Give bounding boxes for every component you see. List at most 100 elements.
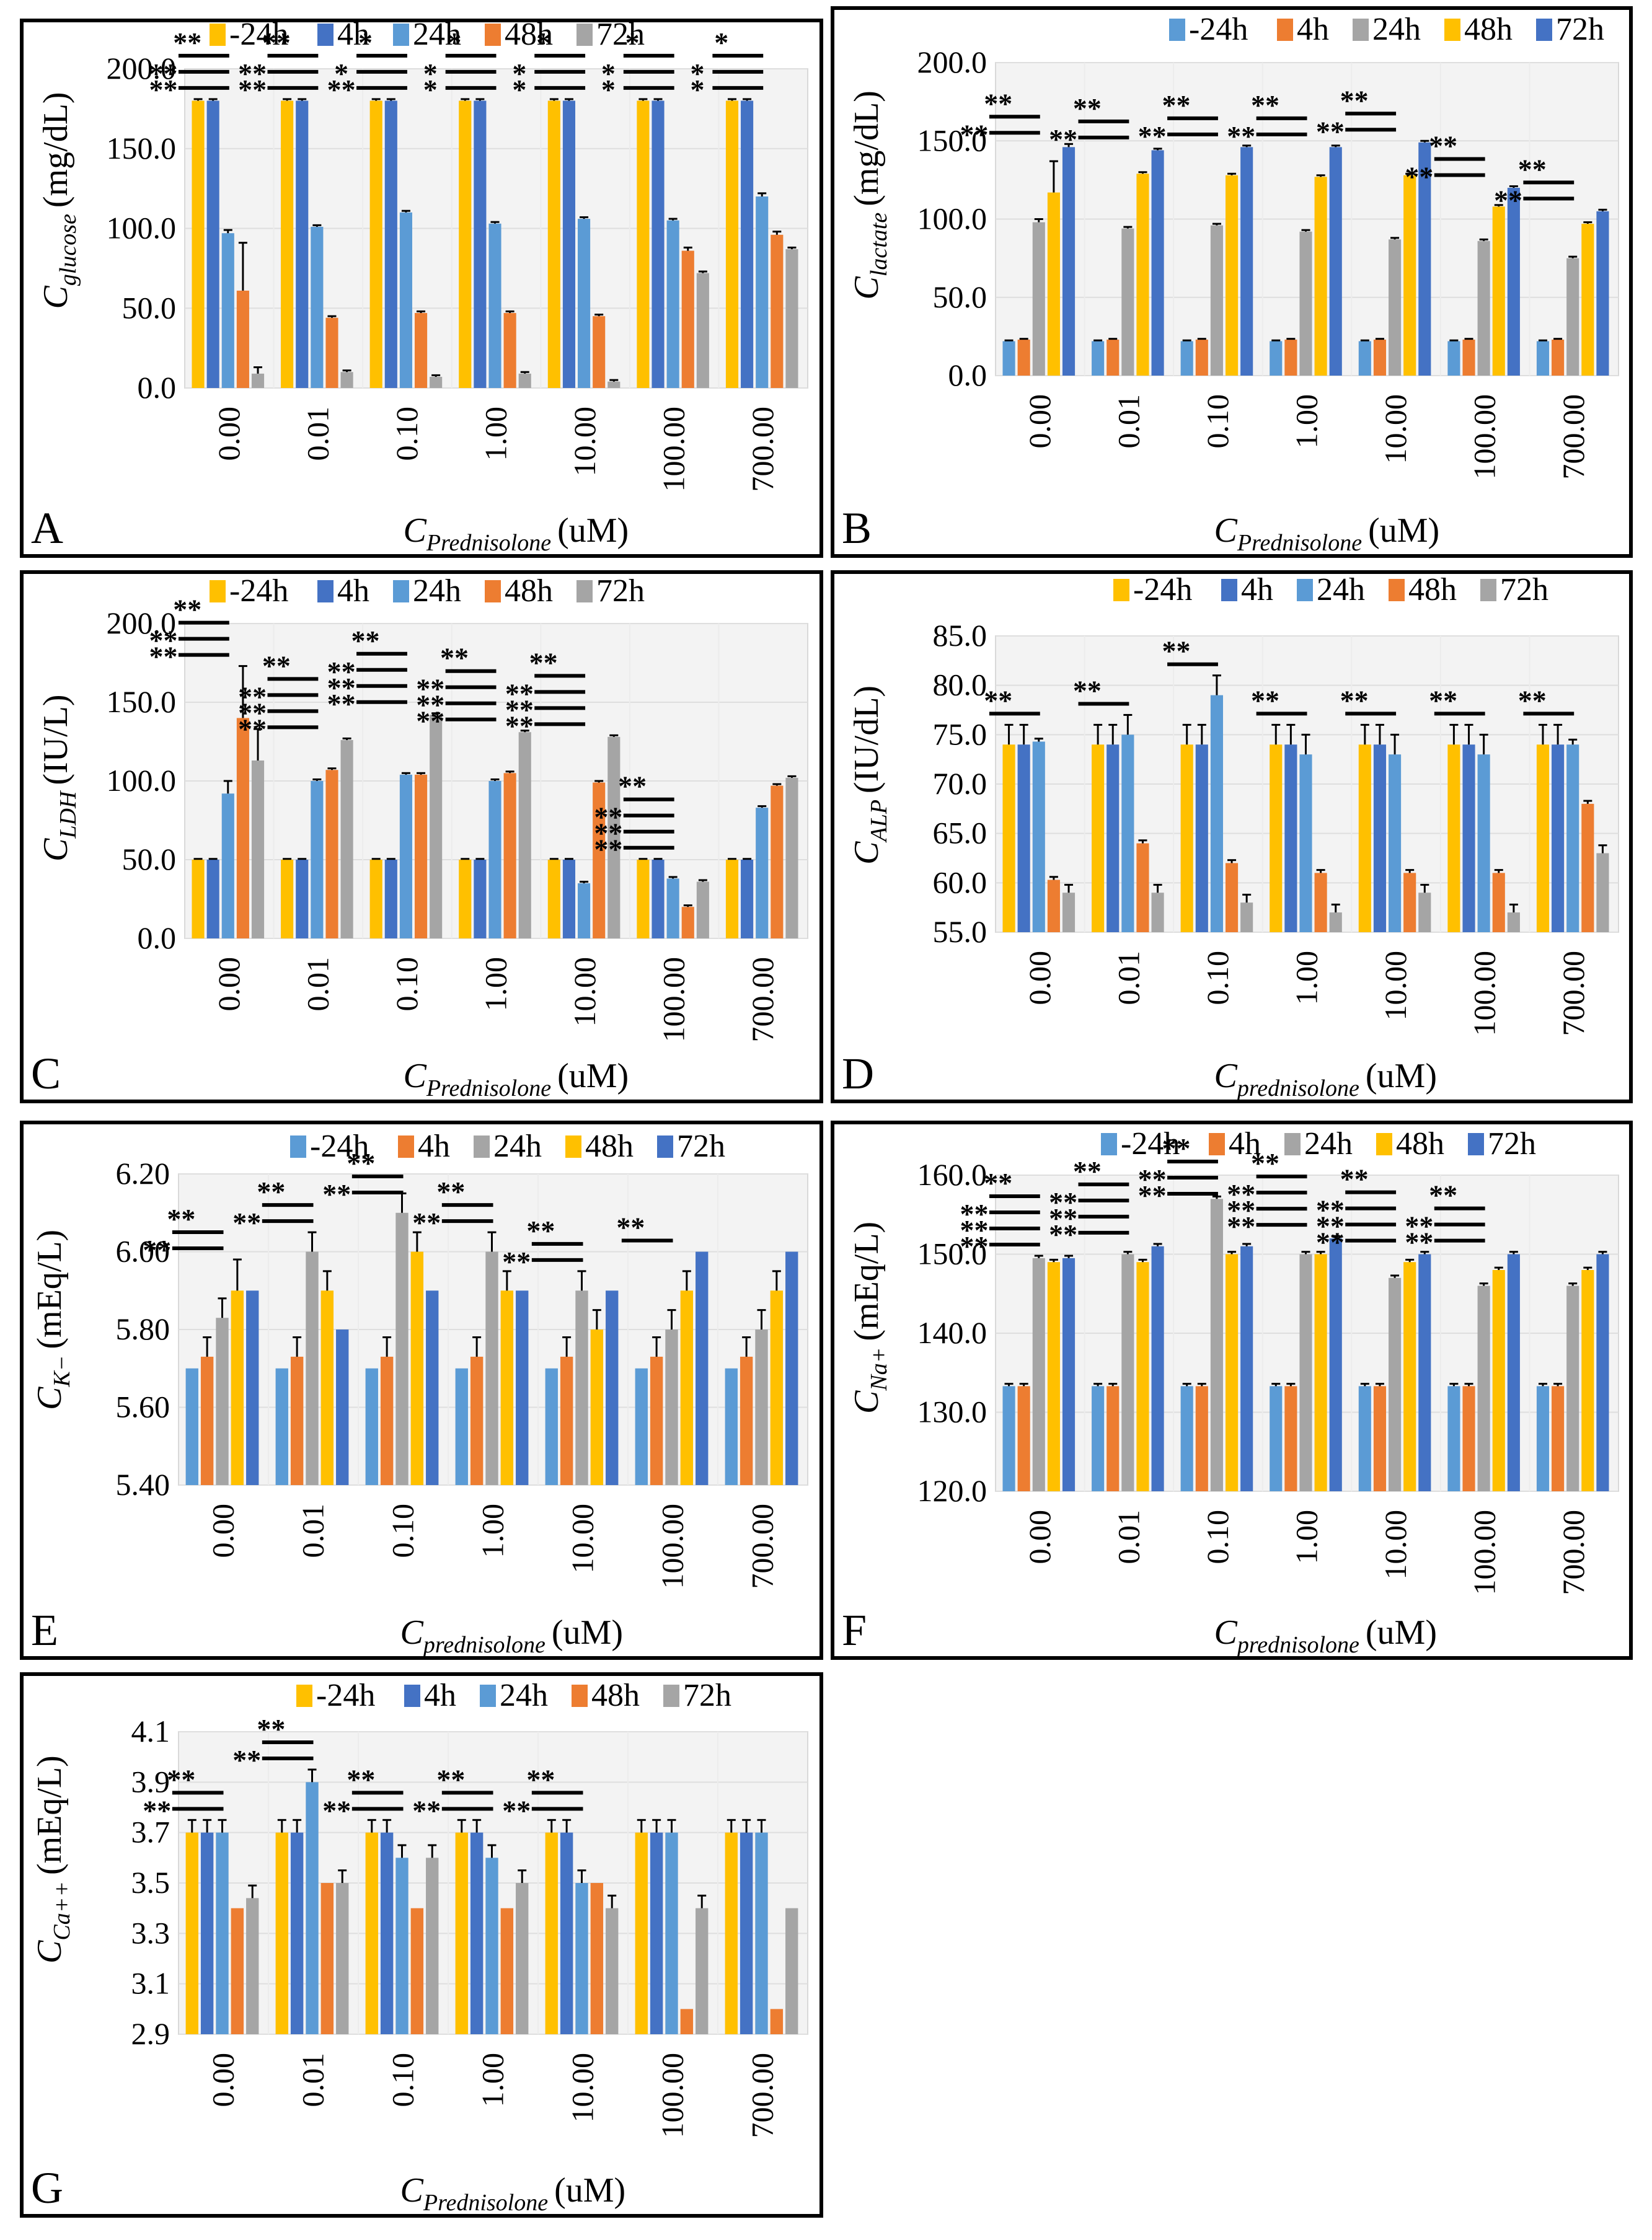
bar-72h <box>785 1251 798 1485</box>
bar-72h <box>1418 1254 1431 1491</box>
bar-24h <box>1180 744 1193 932</box>
bar-24h <box>395 1212 409 1485</box>
bar-48h <box>503 312 516 388</box>
x-tick-label: 0.01 <box>1111 394 1146 449</box>
y-axis-title: Cglucose(mg/dL) <box>37 92 81 309</box>
x-tick-label: 700.00 <box>745 407 780 492</box>
legend: -24h 4h 24h 48h 72h <box>1101 1126 1536 1162</box>
legend-label: 48h <box>591 1678 640 1713</box>
x-axis-title: CPrednisolone (uM) <box>400 2171 626 2214</box>
bar-24h <box>488 223 501 388</box>
bar-4h <box>740 1356 753 1485</box>
bar-4h <box>206 100 219 388</box>
bar-4h <box>474 100 487 388</box>
bar-24h <box>1092 744 1105 932</box>
bar-48h <box>680 2009 694 2034</box>
bar-4h <box>1373 1386 1387 1491</box>
significance-label: ** <box>322 1794 351 1826</box>
bar-24h <box>547 100 560 388</box>
panel-letter: A <box>31 503 63 553</box>
legend: -24h 4h 24h 48h 72h <box>210 22 645 52</box>
significance-label: ** <box>257 1713 285 1745</box>
x-axis-title: CPrednisolone (uM) <box>404 1057 629 1100</box>
panel-letter: B <box>842 503 872 553</box>
bar-72h <box>785 777 798 938</box>
x-tick-label: 0.00 <box>206 2053 241 2107</box>
significance-label: ** <box>984 1167 1012 1199</box>
bar-24h <box>665 1832 678 2034</box>
bar-24h <box>311 226 324 388</box>
significance-label: ** <box>238 713 267 744</box>
significance-label: ** <box>143 1234 171 1266</box>
bar-4h <box>740 1832 753 2034</box>
x-tick-label: 0.10 <box>386 2053 420 2107</box>
bar-72h <box>336 1883 349 2034</box>
panel-c: 0.0 50.0 100.0 150.0 200.0 0.00 0.01 0.10 1.00 10… <box>20 570 823 1103</box>
x-tick-label: 700.00 <box>1556 1510 1591 1595</box>
significance-annotations: ****************************************… <box>960 1132 1485 1262</box>
bar-24h <box>275 1832 288 2034</box>
legend-swatch <box>1113 579 1129 601</box>
x-tick-label: 0.10 <box>389 957 424 1012</box>
bar-24h <box>725 1832 738 2034</box>
chart-c: 0.0 50.0 100.0 150.0 200.0 0.00 0.01 0.10 1.00 10… <box>31 574 808 1100</box>
bar-24h <box>192 100 205 388</box>
bar-4h <box>1284 744 1297 932</box>
bar-24h <box>1032 741 1045 932</box>
bar-24h <box>1180 341 1193 376</box>
legend-swatch <box>1209 1133 1225 1155</box>
bar-24h <box>1358 341 1371 376</box>
legend: -24h 4h 24h 48h 72h <box>296 1678 731 1713</box>
y-axis-title: CNa+(mEq/L) <box>847 1222 892 1414</box>
bar-72h <box>696 881 709 938</box>
significance-label: ** <box>1251 1147 1279 1179</box>
bar-24h <box>399 212 412 388</box>
bar-4h <box>384 860 397 938</box>
significance-label: ** <box>149 58 178 89</box>
bar-4h <box>470 1832 484 2034</box>
panel-d: 55.0 60.0 65.0 70.0 75.0 80.0 85.0 0.00 0.01 0.10… <box>831 570 1633 1103</box>
bar-72h <box>516 1290 529 1485</box>
significance-label: ** <box>594 801 622 833</box>
significance-label: ** <box>1138 120 1167 152</box>
bar-24h <box>1180 1386 1193 1491</box>
significance-label: ** <box>238 74 267 105</box>
significance-label: ** <box>1073 92 1102 124</box>
panel-g: 2.9 3.1 3.3 3.5 3.7 3.9 4.1 0.00 0.01 0.10 1.00 10.… <box>20 1672 823 2218</box>
bar-48h <box>1314 873 1327 932</box>
significance-label: ** <box>1227 1178 1255 1210</box>
panel-letter: C <box>31 1049 61 1098</box>
bar-24h <box>1002 1386 1015 1491</box>
bar-24h <box>1092 1386 1105 1491</box>
significance-label: ** <box>347 1147 375 1179</box>
legend-label: -24h <box>229 22 288 52</box>
x-axis-title: Cprednisolone (uM) <box>400 1613 623 1656</box>
significance-label: ** <box>960 118 989 150</box>
bar-24h <box>725 1368 738 1485</box>
significance-label: ** <box>1340 1163 1369 1195</box>
legend-label: 24h <box>1372 12 1421 47</box>
significance-label: ** <box>347 1763 375 1795</box>
bar-24h <box>1032 222 1045 376</box>
legend-swatch <box>657 1135 673 1158</box>
significance-label: ** <box>238 697 267 728</box>
x-tick-label: 10.00 <box>1378 1510 1413 1580</box>
bar-24h <box>216 1318 229 1485</box>
bar-48h <box>500 1290 514 1485</box>
y-tick-label: 5.80 <box>116 1312 170 1346</box>
legend-label: 48h <box>505 22 553 52</box>
bar-72h <box>246 1290 259 1485</box>
bar-72h <box>1596 211 1609 376</box>
x-tick-label: 700.00 <box>745 957 780 1043</box>
y-tick-label: 200.0 <box>107 606 177 640</box>
bar-48h <box>325 317 338 388</box>
bar-4h <box>1017 339 1030 376</box>
bar-72h <box>696 1251 709 1485</box>
bar-24h <box>399 774 412 938</box>
bar-24h <box>755 1832 768 2034</box>
bar-4h <box>1106 744 1120 932</box>
legend-label: 24h <box>500 1678 548 1713</box>
significance-label: ** <box>505 677 534 709</box>
significance-label: ** <box>1340 684 1369 716</box>
bar-4h <box>200 1356 214 1485</box>
